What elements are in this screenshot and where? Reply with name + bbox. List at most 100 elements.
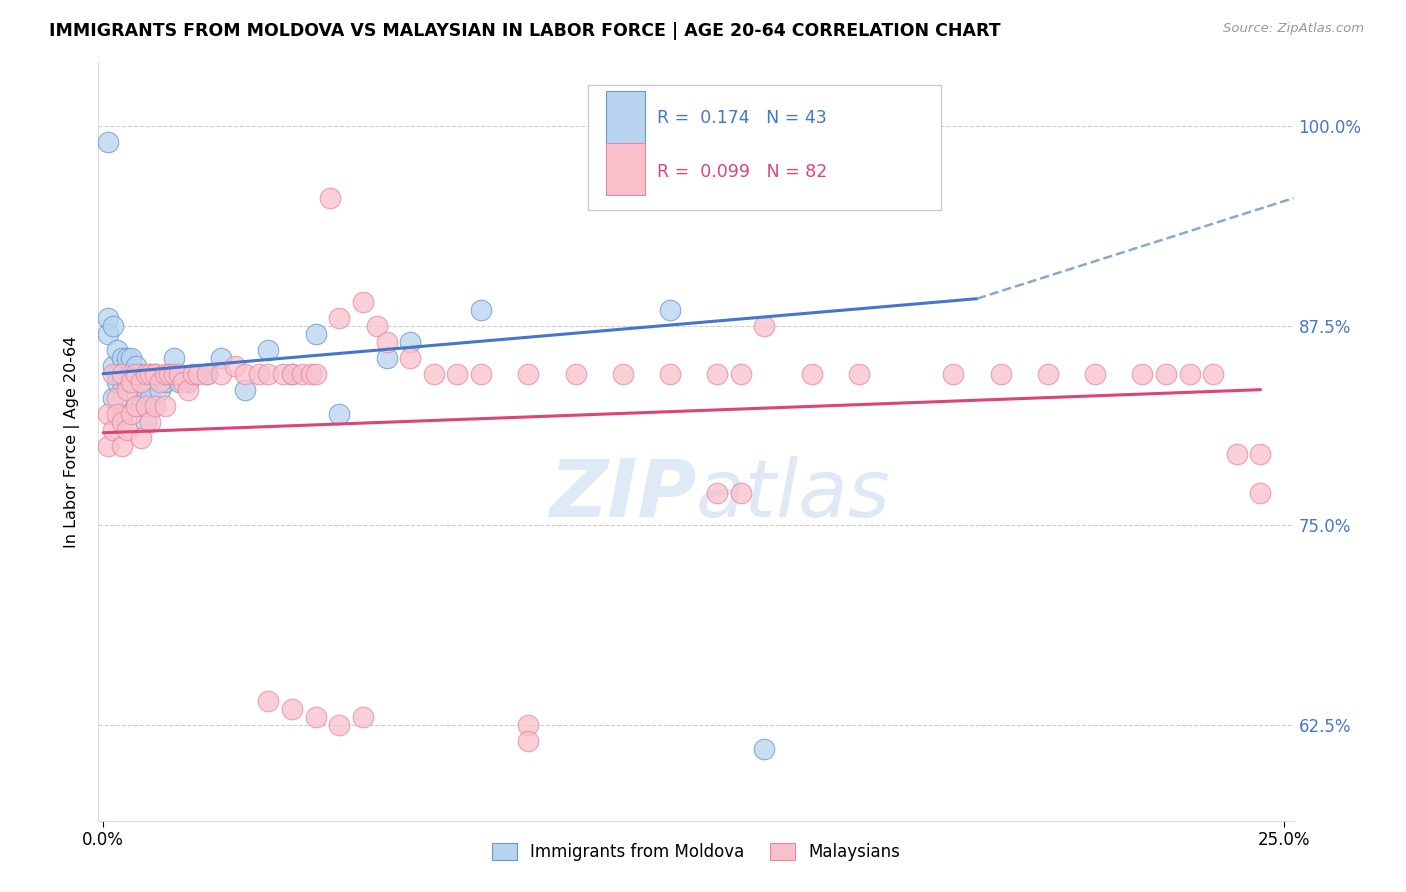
Point [328,310,350,325]
Y-axis label: In Labor Force | Age 20-64: In Labor Force | Age 20-64 [63,335,80,548]
Point [105,407,128,421]
Point [101,318,124,333]
Point [129,399,152,413]
Point [139,367,162,381]
Point [97,310,120,325]
Point [517,718,540,732]
Point [1249,486,1271,500]
Point [115,423,138,437]
Point [149,375,172,389]
Point [305,326,328,341]
Point [195,367,218,381]
Point [111,415,134,429]
Point [257,367,280,381]
Text: R =  0.099   N = 82: R = 0.099 N = 82 [657,163,827,181]
Point [143,399,166,413]
Point [659,367,682,381]
Point [470,302,492,317]
Point [167,375,190,389]
Point [105,391,128,405]
Point [129,431,152,445]
Point [257,694,280,708]
Text: R =  0.174   N = 43: R = 0.174 N = 43 [657,109,827,127]
Text: ZIP: ZIP [548,456,696,533]
Point [328,407,350,421]
Point [446,367,468,381]
Point [105,343,128,357]
Point [423,367,446,381]
Point [121,407,143,421]
Point [1084,367,1107,381]
Point [290,367,312,381]
Point [730,367,752,381]
Point [129,367,152,381]
Point [121,367,143,381]
Point [800,367,823,381]
Point [352,294,374,309]
Point [149,383,172,397]
Point [375,351,398,365]
Point [111,367,134,381]
FancyBboxPatch shape [606,143,644,195]
Point [97,326,120,341]
Point [1249,446,1271,460]
Point [121,375,143,389]
Point [281,367,304,381]
Point [706,486,728,500]
Point [399,351,422,365]
Point [157,367,180,381]
Point [305,710,328,724]
Point [233,367,256,381]
Point [111,351,134,365]
Point [153,367,176,381]
Point [399,334,422,349]
Point [195,367,218,381]
Point [135,399,157,413]
Point [305,367,328,381]
Point [111,375,134,389]
Point [271,367,294,381]
Point [139,415,162,429]
Point [172,375,194,389]
Point [1226,446,1249,460]
Point [754,318,776,333]
Point [115,383,138,397]
Point [187,367,209,381]
Point [706,367,728,381]
Point [135,415,157,429]
Point [209,367,232,381]
Point [143,367,166,381]
Point [281,702,304,716]
Point [224,359,246,373]
Point [281,367,304,381]
Point [135,383,157,397]
Point [101,367,124,381]
Point [659,302,682,317]
Point [517,367,540,381]
FancyBboxPatch shape [589,85,941,211]
Point [730,486,752,500]
Point [97,438,120,452]
Point [754,741,776,756]
FancyBboxPatch shape [606,91,644,144]
Point [163,367,186,381]
Point [163,351,186,365]
Point [299,367,322,381]
Point [135,367,157,381]
Point [101,359,124,373]
Point [247,367,270,381]
Point [153,375,176,389]
Text: IMMIGRANTS FROM MOLDOVA VS MALAYSIAN IN LABOR FORCE | AGE 20-64 CORRELATION CHAR: IMMIGRANTS FROM MOLDOVA VS MALAYSIAN IN … [49,22,1001,40]
Point [111,438,134,452]
Point [177,375,200,389]
Point [111,407,134,421]
Point [153,399,176,413]
Point [1154,367,1177,381]
Point [181,367,204,381]
Point [97,135,120,149]
Point [942,367,965,381]
Point [1178,367,1201,381]
Point [129,375,152,389]
Point [612,367,634,381]
Point [125,399,148,413]
